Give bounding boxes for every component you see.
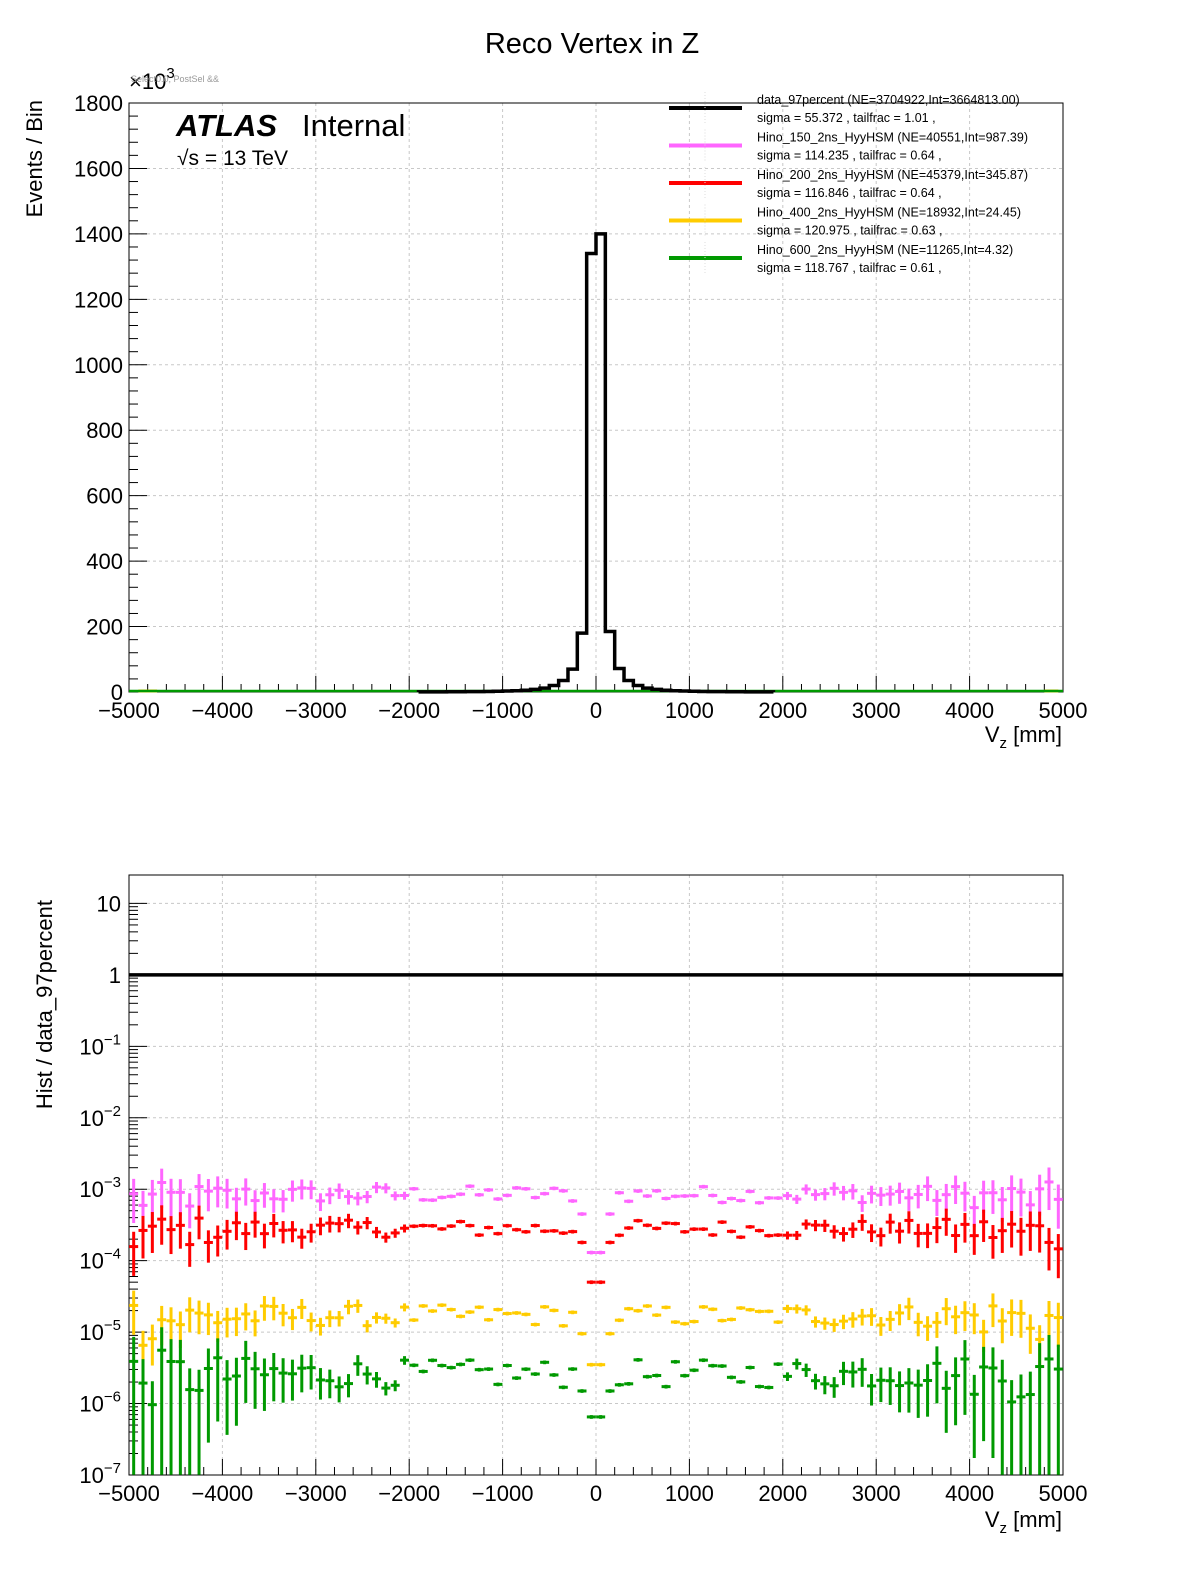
y-tick-label: 1400 xyxy=(74,222,123,247)
y-tick-label: 10−4 xyxy=(79,1246,121,1274)
bottom-y-axis-title: Hist / data_97percent xyxy=(32,900,57,1109)
x-tick-label: 4000 xyxy=(945,698,994,723)
bottom-y-axis: 10−7 10−6 10−5 10−4 10−3 10−2 10−1 1 10 xyxy=(79,891,147,1488)
top-plot-marks xyxy=(129,232,1063,694)
legend-label: data_97percent (NE=3704922,Int=3664813.0… xyxy=(757,93,1020,107)
y-tick-label: 200 xyxy=(86,615,123,640)
x-tick-label: −2000 xyxy=(378,1481,440,1506)
x-tick-label: −4000 xyxy=(192,1481,254,1506)
x-tick-label: 5000 xyxy=(1039,1481,1088,1506)
x-tick-label: −1000 xyxy=(472,1481,534,1506)
legend-stats: sigma = 120.975 , tailfrac = 0.63 , xyxy=(757,224,943,238)
top-x-axis-title: Vz [mm] xyxy=(985,722,1062,752)
y-tick-label: 600 xyxy=(86,484,123,509)
x-tick-label: 1000 xyxy=(665,1481,714,1506)
y-tick-label: 0 xyxy=(111,680,123,705)
atlas-label: ATLAS xyxy=(175,108,277,143)
legend-stats: sigma = 55.372 , tailfrac = 1.01 , xyxy=(757,111,936,125)
cut-label: Select0.0, PostSel && xyxy=(131,74,219,84)
chart-title: Reco Vertex in Z xyxy=(485,28,699,60)
y-tick-label: 1600 xyxy=(74,156,123,181)
energy-label: √s = 13 TeV xyxy=(177,147,288,170)
y-tick-label: 1200 xyxy=(74,287,123,312)
bottom-panel: 10−7 10−6 10−5 10−4 10−3 10−2 10−1 1 10 −5000 −40… xyxy=(32,874,1087,1537)
y-tick-label: 10−5 xyxy=(79,1317,121,1345)
x-tick-label: −2000 xyxy=(378,698,440,723)
y-tick-label: 800 xyxy=(86,418,123,443)
x-tick-label: −4000 xyxy=(192,698,254,723)
y-tick-label: 10 xyxy=(97,891,121,916)
legend-stats: sigma = 118.767 , tailfrac = 0.61 , xyxy=(757,261,942,275)
top-y-axis-title: Events / Bin xyxy=(22,100,47,217)
data-97percent-histogram xyxy=(416,232,776,694)
bottom-grid xyxy=(129,875,1063,1475)
bottom-x-axis: −5000 −4000 −3000 −2000 −1000 0 1000 2000 3000 40… xyxy=(98,1459,1087,1506)
x-tick-label: 0 xyxy=(590,1481,602,1506)
y-tick-label: 400 xyxy=(86,549,123,574)
bottom-x-axis-title: Vz [mm] xyxy=(985,1507,1062,1537)
legend-stats: sigma = 116.846 , tailfrac = 0.64 , xyxy=(757,186,942,200)
x-tick-label: −5000 xyxy=(98,1481,160,1506)
top-panel: 0 200 400 600 800 1000 1200 1400 1600 1800 −5000 −… xyxy=(22,65,1087,752)
y-tick-label: 10−3 xyxy=(79,1174,121,1202)
x-tick-label: 2000 xyxy=(758,1481,807,1506)
legend-stats: sigma = 114.235 , tailfrac = 0.64 , xyxy=(757,149,942,163)
x-tick-label: 3000 xyxy=(852,698,901,723)
top-grid xyxy=(129,102,1063,692)
x-tick-label: 5000 xyxy=(1039,698,1088,723)
scale-note: ×103 xyxy=(129,65,175,94)
x-tick-label: −3000 xyxy=(285,1481,347,1506)
x-tick-label: 3000 xyxy=(852,1481,901,1506)
y-tick-label: 10−1 xyxy=(79,1031,121,1059)
legend: data_97percent (NE=3704922,Int=3664813.0… xyxy=(669,92,1028,275)
x-tick-label: 1000 xyxy=(665,698,714,723)
x-tick-label: 2000 xyxy=(758,698,807,723)
y-tick-label: 1 xyxy=(109,963,121,988)
x-tick-label: −1000 xyxy=(472,698,534,723)
x-tick-label: 4000 xyxy=(945,1481,994,1506)
y-tick-label: 10−6 xyxy=(79,1389,121,1417)
x-tick-label: 0 xyxy=(590,698,602,723)
internal-label: Internal xyxy=(302,108,405,143)
y-tick-label: 1000 xyxy=(74,353,123,378)
y-tick-label: 1800 xyxy=(74,91,123,116)
legend-label: Hino_150_2ns_HyyHSM (NE=40551,Int=987.39… xyxy=(757,131,1028,145)
top-y-axis: 0 200 400 600 800 1000 1200 1400 1600 1800 xyxy=(74,91,147,705)
legend-label: Hino_200_2ns_HyyHSM (NE=45379,Int=345.87… xyxy=(757,168,1028,182)
bottom-plot-marks xyxy=(129,973,1063,1475)
y-tick-label: 10−7 xyxy=(79,1460,121,1488)
x-tick-label: −3000 xyxy=(285,698,347,723)
legend-label: Hino_600_2ns_HyyHSM (NE=11265,Int=4.32) xyxy=(757,243,1013,257)
y-tick-label: 10−2 xyxy=(79,1103,121,1131)
x-tick-label: −5000 xyxy=(98,698,160,723)
legend-label: Hino_400_2ns_HyyHSM (NE=18932,Int=24.45) xyxy=(757,206,1021,220)
